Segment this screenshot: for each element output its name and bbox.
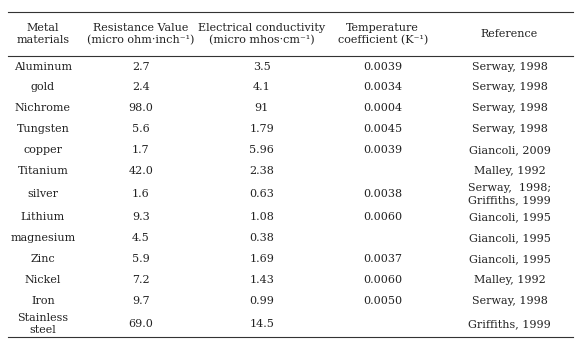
Text: 1.79: 1.79 <box>249 124 274 134</box>
Text: Malley, 1992: Malley, 1992 <box>474 275 545 285</box>
Text: 0.99: 0.99 <box>249 296 274 306</box>
Text: Serway, 1998: Serway, 1998 <box>472 61 548 71</box>
Text: Titanium: Titanium <box>17 166 68 176</box>
Text: 1.69: 1.69 <box>249 254 274 264</box>
Text: magnesium: magnesium <box>10 233 75 243</box>
Text: 0.0060: 0.0060 <box>363 275 403 285</box>
Text: 98.0: 98.0 <box>128 103 153 113</box>
Text: Resistance Value
(micro ohm·inch⁻¹): Resistance Value (micro ohm·inch⁻¹) <box>87 23 194 45</box>
Text: 91: 91 <box>255 103 269 113</box>
Text: 4.1: 4.1 <box>253 82 271 92</box>
Text: silver: silver <box>27 189 59 199</box>
Text: 69.0: 69.0 <box>128 319 153 329</box>
Text: 0.0004: 0.0004 <box>363 103 403 113</box>
Text: 5.96: 5.96 <box>249 145 274 155</box>
Text: 2.7: 2.7 <box>132 61 150 71</box>
Text: Nickel: Nickel <box>25 275 61 285</box>
Text: 5.6: 5.6 <box>132 124 150 134</box>
Text: 0.0037: 0.0037 <box>363 254 403 264</box>
Text: Temperature
coefficient (K⁻¹): Temperature coefficient (K⁻¹) <box>338 23 428 45</box>
Text: Iron: Iron <box>31 296 55 306</box>
Text: Serway, 1998: Serway, 1998 <box>472 82 548 92</box>
Text: 0.0038: 0.0038 <box>363 189 403 199</box>
Text: 0.38: 0.38 <box>249 233 274 243</box>
Text: 1.7: 1.7 <box>132 145 150 155</box>
Text: Griffiths, 1999: Griffiths, 1999 <box>468 319 551 329</box>
Text: gold: gold <box>31 82 55 92</box>
Text: 42.0: 42.0 <box>128 166 153 176</box>
Text: 0.0039: 0.0039 <box>363 145 403 155</box>
Text: 0.0039: 0.0039 <box>363 61 403 71</box>
Text: 1.6: 1.6 <box>132 189 150 199</box>
Text: Metal
materials: Metal materials <box>16 23 70 45</box>
Text: 9.3: 9.3 <box>132 212 150 222</box>
Text: 0.63: 0.63 <box>249 189 274 199</box>
Text: Electrical conductivity
(micro mhos·cm⁻¹): Electrical conductivity (micro mhos·cm⁻¹… <box>198 23 325 45</box>
Text: Serway, 1998: Serway, 1998 <box>472 103 548 113</box>
Text: 4.5: 4.5 <box>132 233 150 243</box>
Text: 0.0034: 0.0034 <box>363 82 403 92</box>
Text: 14.5: 14.5 <box>249 319 274 329</box>
Text: Giancoli, 1995: Giancoli, 1995 <box>469 233 550 243</box>
Text: Lithium: Lithium <box>21 212 65 222</box>
Text: Serway, 1998: Serway, 1998 <box>472 296 548 306</box>
Text: Malley, 1992: Malley, 1992 <box>474 166 545 176</box>
Text: 1.43: 1.43 <box>249 275 274 285</box>
Text: Giancoli, 1995: Giancoli, 1995 <box>469 212 550 222</box>
Text: Serway, 1998: Serway, 1998 <box>472 124 548 134</box>
Text: 0.0060: 0.0060 <box>363 212 403 222</box>
Text: Tungsten: Tungsten <box>16 124 70 134</box>
Text: Reference: Reference <box>481 29 538 39</box>
Text: 9.7: 9.7 <box>132 296 150 306</box>
Text: 2.4: 2.4 <box>132 82 150 92</box>
Text: Zinc: Zinc <box>31 254 55 264</box>
Text: copper: copper <box>23 145 63 155</box>
Text: 0.0050: 0.0050 <box>363 296 403 306</box>
Text: 1.08: 1.08 <box>249 212 274 222</box>
Text: Giancoli, 2009: Giancoli, 2009 <box>469 145 550 155</box>
Text: Nichrome: Nichrome <box>15 103 71 113</box>
Text: 2.38: 2.38 <box>249 166 274 176</box>
Text: Stainless
steel: Stainless steel <box>17 313 68 335</box>
Text: 3.5: 3.5 <box>253 61 271 71</box>
Text: Aluminum: Aluminum <box>14 61 72 71</box>
Text: Giancoli, 1995: Giancoli, 1995 <box>469 254 550 264</box>
Text: 0.0045: 0.0045 <box>363 124 403 134</box>
Text: 5.9: 5.9 <box>132 254 150 264</box>
Text: 7.2: 7.2 <box>132 275 150 285</box>
Text: Serway,  1998;
Griffiths, 1999: Serway, 1998; Griffiths, 1999 <box>468 183 551 205</box>
